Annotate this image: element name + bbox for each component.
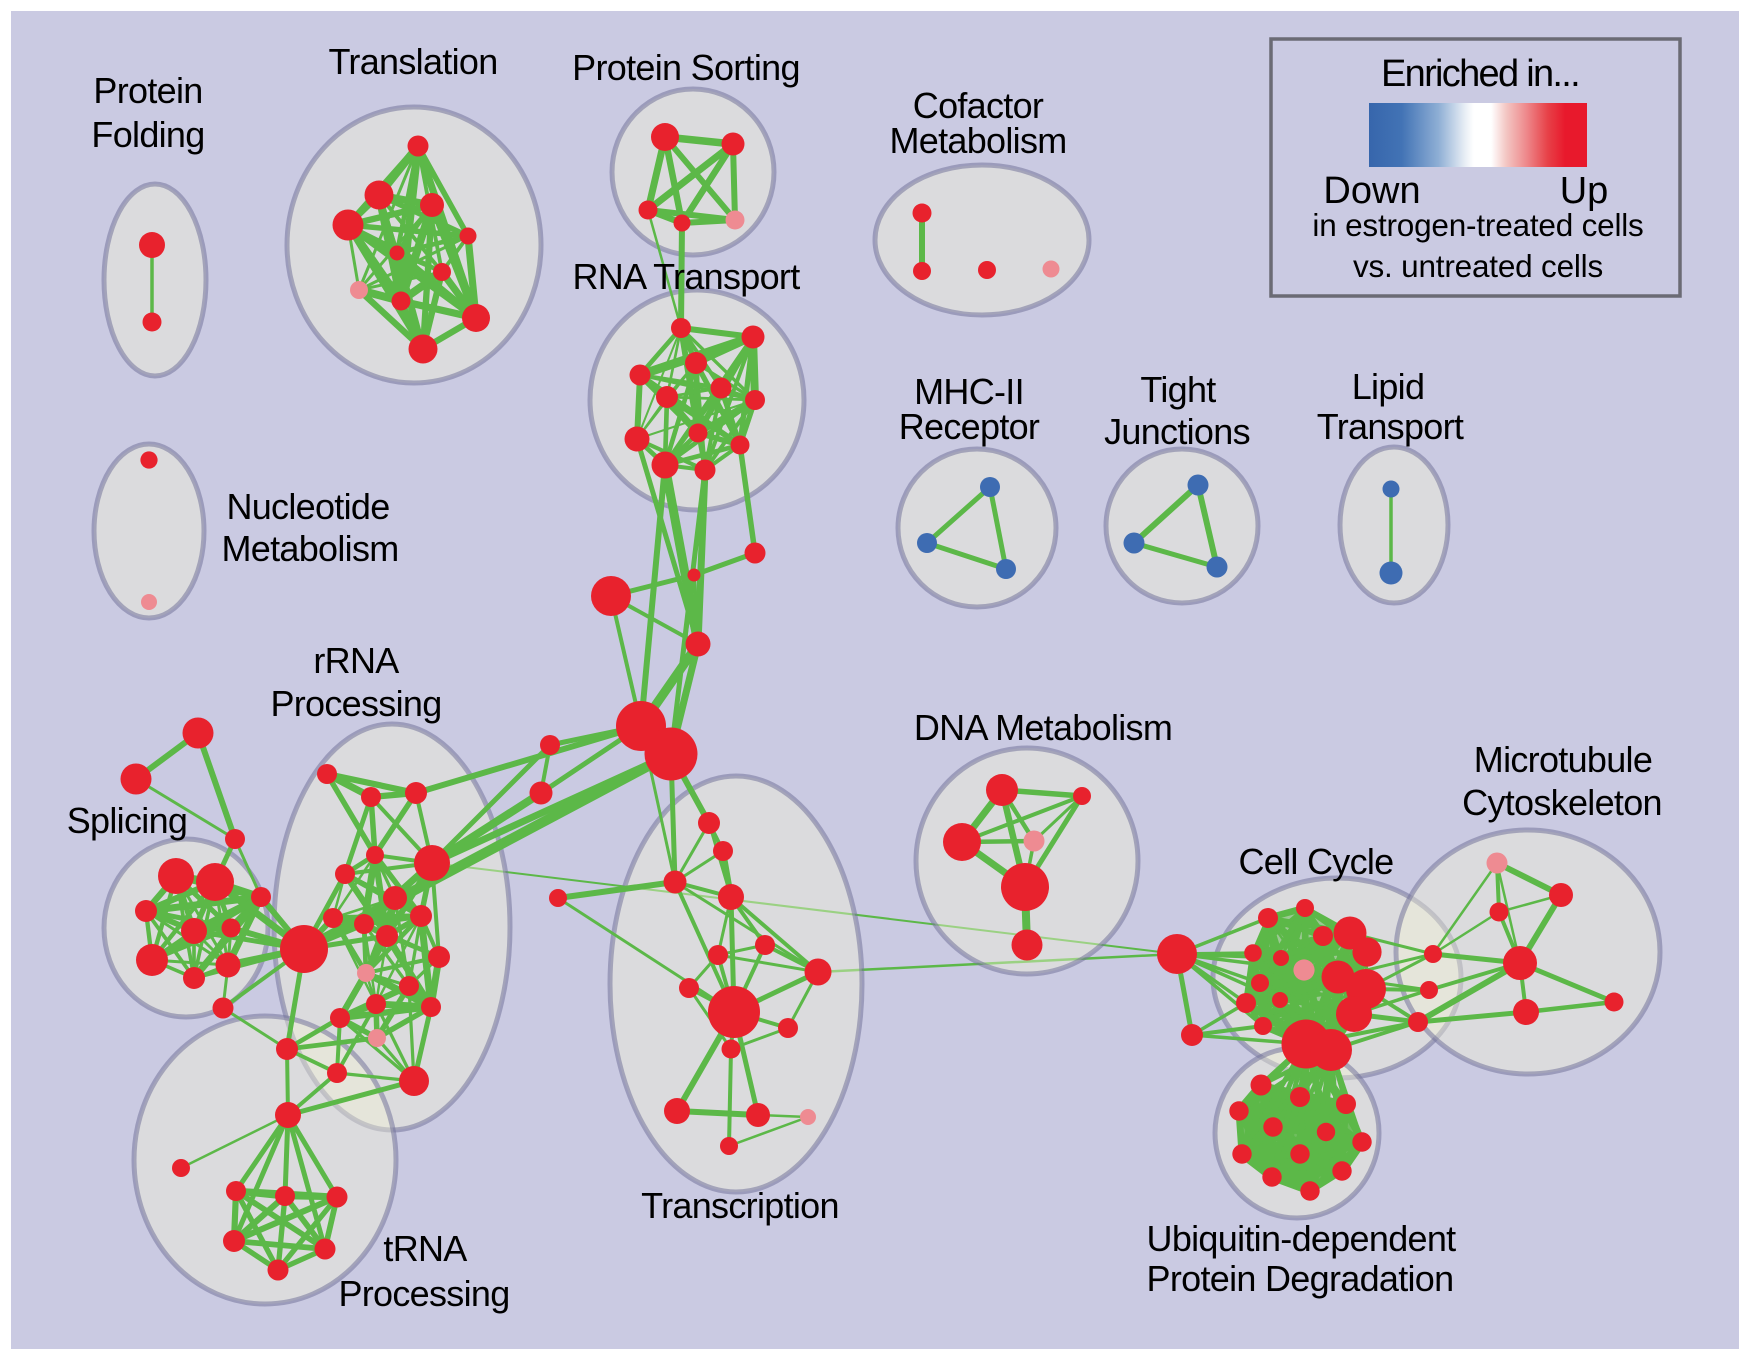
svg-text:DNA Metabolism: DNA Metabolism	[914, 707, 1172, 748]
svg-text:Protein Sorting: Protein Sorting	[572, 47, 800, 88]
svg-text:Microtubule: Microtubule	[1474, 739, 1652, 780]
svg-text:vs. untreated cells: vs. untreated cells	[1353, 248, 1603, 284]
svg-text:Protein Degradation: Protein Degradation	[1147, 1258, 1454, 1299]
svg-text:Processing: Processing	[270, 683, 441, 724]
svg-text:Transcription: Transcription	[641, 1185, 839, 1226]
svg-text:Receptor: Receptor	[899, 406, 1040, 447]
svg-text:Junctions: Junctions	[1104, 411, 1250, 452]
svg-text:in estrogen-treated cells: in estrogen-treated cells	[1312, 207, 1643, 243]
svg-text:Processing: Processing	[338, 1273, 509, 1314]
svg-text:Enriched in...: Enriched in...	[1381, 53, 1579, 95]
svg-text:Up: Up	[1560, 170, 1609, 212]
svg-text:Translation: Translation	[328, 41, 497, 82]
svg-text:Nucleotide: Nucleotide	[226, 486, 389, 527]
svg-text:MHC-II: MHC-II	[914, 371, 1024, 412]
svg-text:Cytoskeleton: Cytoskeleton	[1462, 782, 1662, 823]
svg-text:Cofactor: Cofactor	[913, 85, 1044, 126]
svg-text:RNA Transport: RNA Transport	[573, 256, 801, 297]
svg-text:Metabolism: Metabolism	[221, 528, 398, 569]
svg-text:Down: Down	[1323, 170, 1420, 212]
svg-text:Folding: Folding	[91, 114, 204, 155]
svg-text:Transport: Transport	[1317, 406, 1464, 447]
svg-text:Protein: Protein	[93, 70, 202, 111]
svg-text:Splicing: Splicing	[67, 800, 187, 841]
svg-text:rRNA: rRNA	[313, 640, 399, 681]
svg-text:Ubiquitin-dependent: Ubiquitin-dependent	[1147, 1218, 1457, 1259]
svg-text:Metabolism: Metabolism	[889, 120, 1066, 161]
svg-text:Tight: Tight	[1140, 369, 1216, 410]
svg-text:Cell Cycle: Cell Cycle	[1238, 841, 1393, 882]
svg-text:tRNA: tRNA	[383, 1228, 467, 1269]
svg-text:Lipid: Lipid	[1352, 366, 1425, 407]
